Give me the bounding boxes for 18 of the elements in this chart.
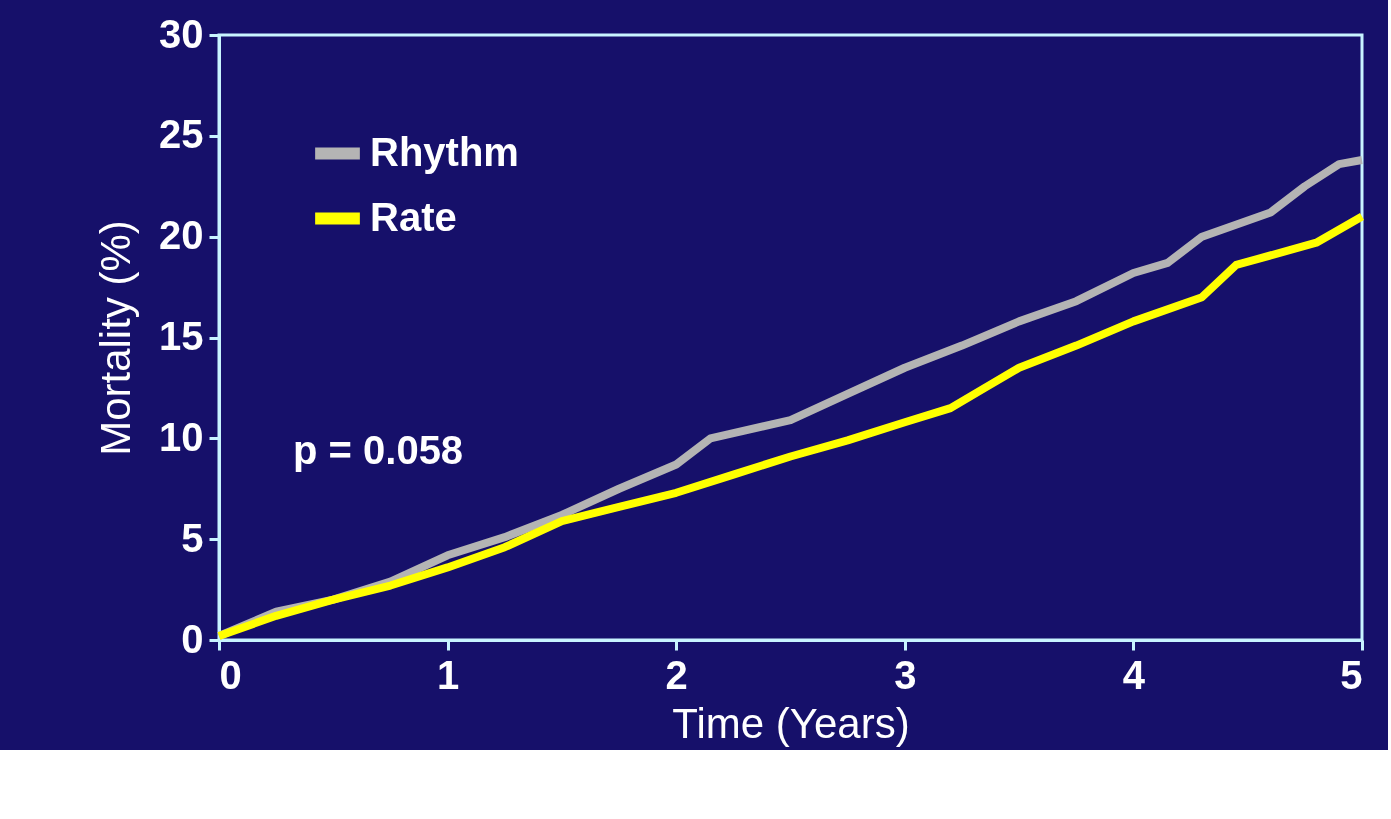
legend-label: Rate (370, 194, 457, 239)
x-tick-label: 3 (894, 652, 917, 697)
y-tick-label: 15 (159, 314, 204, 358)
y-axis-title: Mortality (%) (92, 220, 140, 456)
x-tick-label: 2 (665, 652, 688, 697)
x-tick-label: 0 (219, 652, 242, 697)
x-tick-label: 5 (1340, 652, 1363, 697)
y-tick-label: 25 (159, 112, 204, 157)
annotation: p = 0.058 (293, 428, 464, 472)
legend-label: Rhythm (370, 129, 519, 174)
y-tick-label: 5 (181, 515, 204, 560)
x-tick-label: 1 (436, 652, 460, 697)
y-tick-label: 30 (159, 11, 204, 56)
x-axis-title: Time (Years) (672, 699, 910, 747)
y-tick-label: 20 (159, 213, 204, 258)
y-tick-label: 10 (159, 414, 204, 459)
y-tick-label: 0 (181, 616, 204, 661)
x-tick-label: 4 (1122, 652, 1146, 697)
